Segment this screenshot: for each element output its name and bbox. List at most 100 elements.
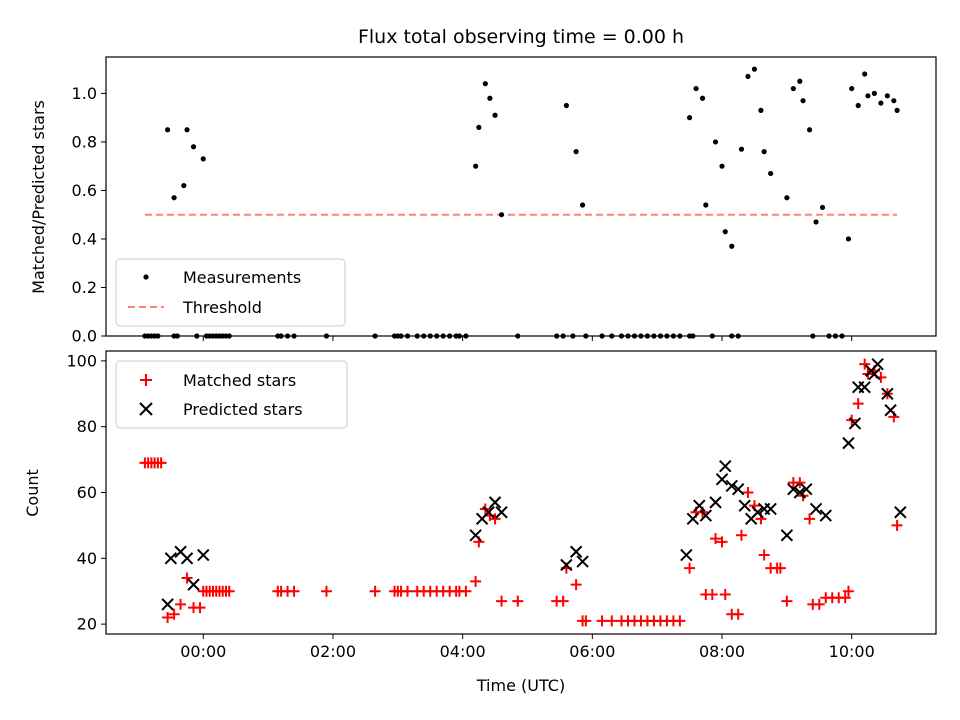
measurement-point xyxy=(625,333,631,339)
measurement-point xyxy=(427,333,433,339)
predicted-star-point xyxy=(161,598,174,611)
measurement-point xyxy=(891,98,897,104)
bottom-legend: Matched stars Predicted stars xyxy=(115,360,348,429)
legend-threshold-label: Threshold xyxy=(182,298,262,317)
predicted-star-point xyxy=(881,387,894,400)
measurement-point xyxy=(434,333,440,339)
measurement-point xyxy=(862,71,868,77)
measurement-point xyxy=(398,333,404,339)
chart-title: Flux total observing time = 0.00 h xyxy=(358,26,684,48)
matched-star-point xyxy=(194,602,206,614)
predicted-star-point xyxy=(187,578,200,591)
predicted-star-point xyxy=(848,417,862,430)
measurement-point xyxy=(810,333,816,339)
matched-star-point xyxy=(891,519,903,531)
matched-star-point xyxy=(369,585,381,597)
matched-star-point xyxy=(684,562,696,574)
predicted-star-point xyxy=(180,552,194,565)
predicted-star-point xyxy=(686,512,700,526)
legend-matched-marker xyxy=(140,374,152,386)
measurement-point xyxy=(284,333,291,339)
matched-star-point xyxy=(794,477,806,489)
matched-star-point xyxy=(223,585,235,597)
matched-star-point xyxy=(470,575,482,587)
predicted-star-point xyxy=(751,506,764,519)
y-tick-label: 0.8 xyxy=(72,132,97,151)
matched-star-point xyxy=(839,592,851,604)
measurement-point xyxy=(580,202,586,208)
predicted-star-point xyxy=(719,459,732,473)
predicted-star-point xyxy=(858,380,871,394)
x-tick-label: 02:00 xyxy=(310,642,356,661)
predicted-star-point xyxy=(738,499,751,512)
measurement-point xyxy=(703,202,709,208)
measurement-point xyxy=(813,219,819,225)
measurement-point xyxy=(832,333,839,339)
matched-star-point xyxy=(813,598,825,610)
measurement-point xyxy=(194,333,200,339)
measurement-point xyxy=(894,107,900,113)
y-tick-label: 40 xyxy=(77,549,97,568)
matched-star-point xyxy=(320,585,332,597)
predicted-star-point xyxy=(569,545,583,558)
measurement-point xyxy=(657,333,664,339)
measurement-point xyxy=(181,182,187,189)
predicted-star-point xyxy=(868,367,881,381)
matched-star-point xyxy=(732,608,744,620)
matched-star-point xyxy=(580,615,592,627)
bottom-panel: 20 40 60 80 100 00:00 02:00 04:00 06:00 08:00 10:0… xyxy=(23,350,937,695)
predicted-star-point xyxy=(693,499,706,512)
top-panel-frame xyxy=(105,56,937,337)
y-tick-label: 1.0 xyxy=(72,84,97,103)
predicted-star-point xyxy=(469,529,482,542)
matched-star-point xyxy=(735,529,747,541)
predicted-star-point xyxy=(732,483,745,496)
matched-star-point xyxy=(596,615,608,627)
matched-star-point xyxy=(402,585,414,597)
measurement-point xyxy=(826,333,832,339)
measurement-point xyxy=(563,102,569,109)
matched-star-point xyxy=(288,585,300,597)
measurement-point xyxy=(806,127,813,133)
measurement-point xyxy=(414,333,420,339)
legend-measurements-marker xyxy=(143,274,149,280)
measurement-point xyxy=(456,333,462,339)
measurement-point xyxy=(487,95,493,101)
measurement-point xyxy=(618,333,625,339)
measurement-point xyxy=(171,195,177,201)
measurement-point xyxy=(693,85,699,92)
measurement-point xyxy=(745,73,751,80)
legend-predicted-marker xyxy=(139,402,153,416)
measurement-point xyxy=(498,212,505,218)
measurement-point xyxy=(686,115,693,121)
top-panel: 0.0 0.2 0.4 0.6 0.8 1.0 Matched/Predicted sta… xyxy=(29,56,937,346)
predicted-star-point xyxy=(715,473,729,486)
matched-star-point xyxy=(489,513,501,525)
measurement-point xyxy=(372,333,378,339)
measurement-point xyxy=(554,333,560,339)
predicted-star-point xyxy=(560,558,573,572)
measurement-point xyxy=(839,333,845,339)
measurement-point xyxy=(768,170,774,177)
measurement-point xyxy=(560,333,566,339)
matched-star-point xyxy=(557,595,569,607)
top-legend: Measurements Threshold xyxy=(115,258,346,327)
matched-star-point xyxy=(716,536,728,548)
matched-star-point xyxy=(606,615,618,627)
measurement-points xyxy=(142,66,900,339)
predicted-star-point xyxy=(884,404,897,417)
bottom-tick-group: 20 40 60 80 100 00:00 02:00 04:00 06:00 08:00 10:0… xyxy=(66,351,874,661)
measurement-point xyxy=(174,333,180,339)
measurement-point xyxy=(323,333,330,339)
measurement-point xyxy=(184,127,190,133)
measurement-point xyxy=(226,333,232,339)
predicted-star-point xyxy=(787,483,800,496)
y-tick-label: 0.0 xyxy=(72,327,97,346)
matched-star-point xyxy=(710,533,722,545)
predicted-star-point xyxy=(819,509,832,522)
measurement-point xyxy=(729,243,735,249)
matched-star-point xyxy=(496,595,508,607)
measurement-point xyxy=(797,78,803,84)
matched-star-point xyxy=(674,615,686,627)
